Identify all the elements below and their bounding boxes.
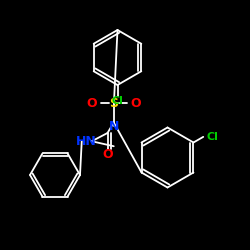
Text: O: O	[102, 148, 113, 161]
Text: O: O	[86, 97, 97, 110]
Text: Cl: Cl	[112, 96, 124, 106]
Text: Cl: Cl	[206, 132, 218, 142]
Text: S: S	[109, 97, 118, 110]
Text: O: O	[130, 97, 141, 110]
Text: HN: HN	[76, 135, 96, 148]
Text: N: N	[108, 120, 119, 133]
